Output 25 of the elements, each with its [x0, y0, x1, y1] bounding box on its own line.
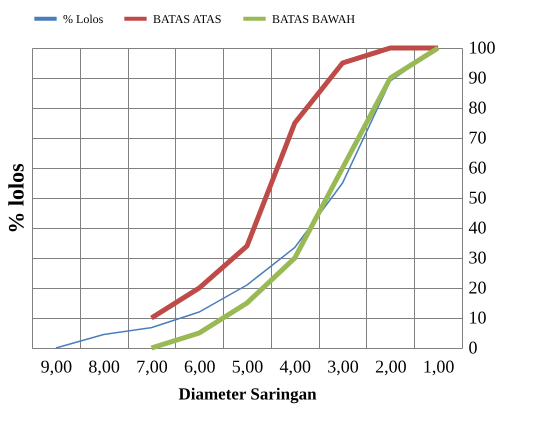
x-tick-label: 4,00 [280, 356, 312, 376]
x-tick-label: 6,00 [184, 356, 216, 376]
y-tick-label: 70 [468, 128, 486, 148]
x-tick-label: 9,00 [40, 356, 72, 376]
legend-label: % Lolos [63, 12, 104, 26]
y-tick-label: 60 [468, 158, 486, 178]
x-tick-label: 5,00 [232, 356, 264, 376]
y-tick-label: 90 [468, 68, 486, 88]
x-tick-label: 3,00 [327, 356, 359, 376]
legend-label: BATAS BAWAH [272, 12, 356, 26]
y-tick-label: 10 [468, 308, 486, 328]
x-tick-label: 8,00 [88, 356, 120, 376]
x-tick-label: 7,00 [136, 356, 168, 376]
y-tick-label: 0 [468, 338, 478, 358]
y-tick-label: 30 [468, 248, 486, 268]
x-tick-label: 2,00 [375, 356, 407, 376]
x-tick-label: 1,00 [422, 356, 454, 376]
y-tick-label: 50 [468, 188, 486, 208]
y-tick-label: 20 [468, 278, 486, 298]
y-tick-label: 100 [468, 38, 496, 58]
y-axis-title: % lolos [4, 162, 28, 234]
x-axis-title: Diameter Saringan [178, 384, 318, 404]
legend-label: BATAS ATAS [153, 12, 222, 26]
y-tick-label: 80 [468, 98, 486, 118]
y-tick-label: 40 [468, 218, 486, 238]
